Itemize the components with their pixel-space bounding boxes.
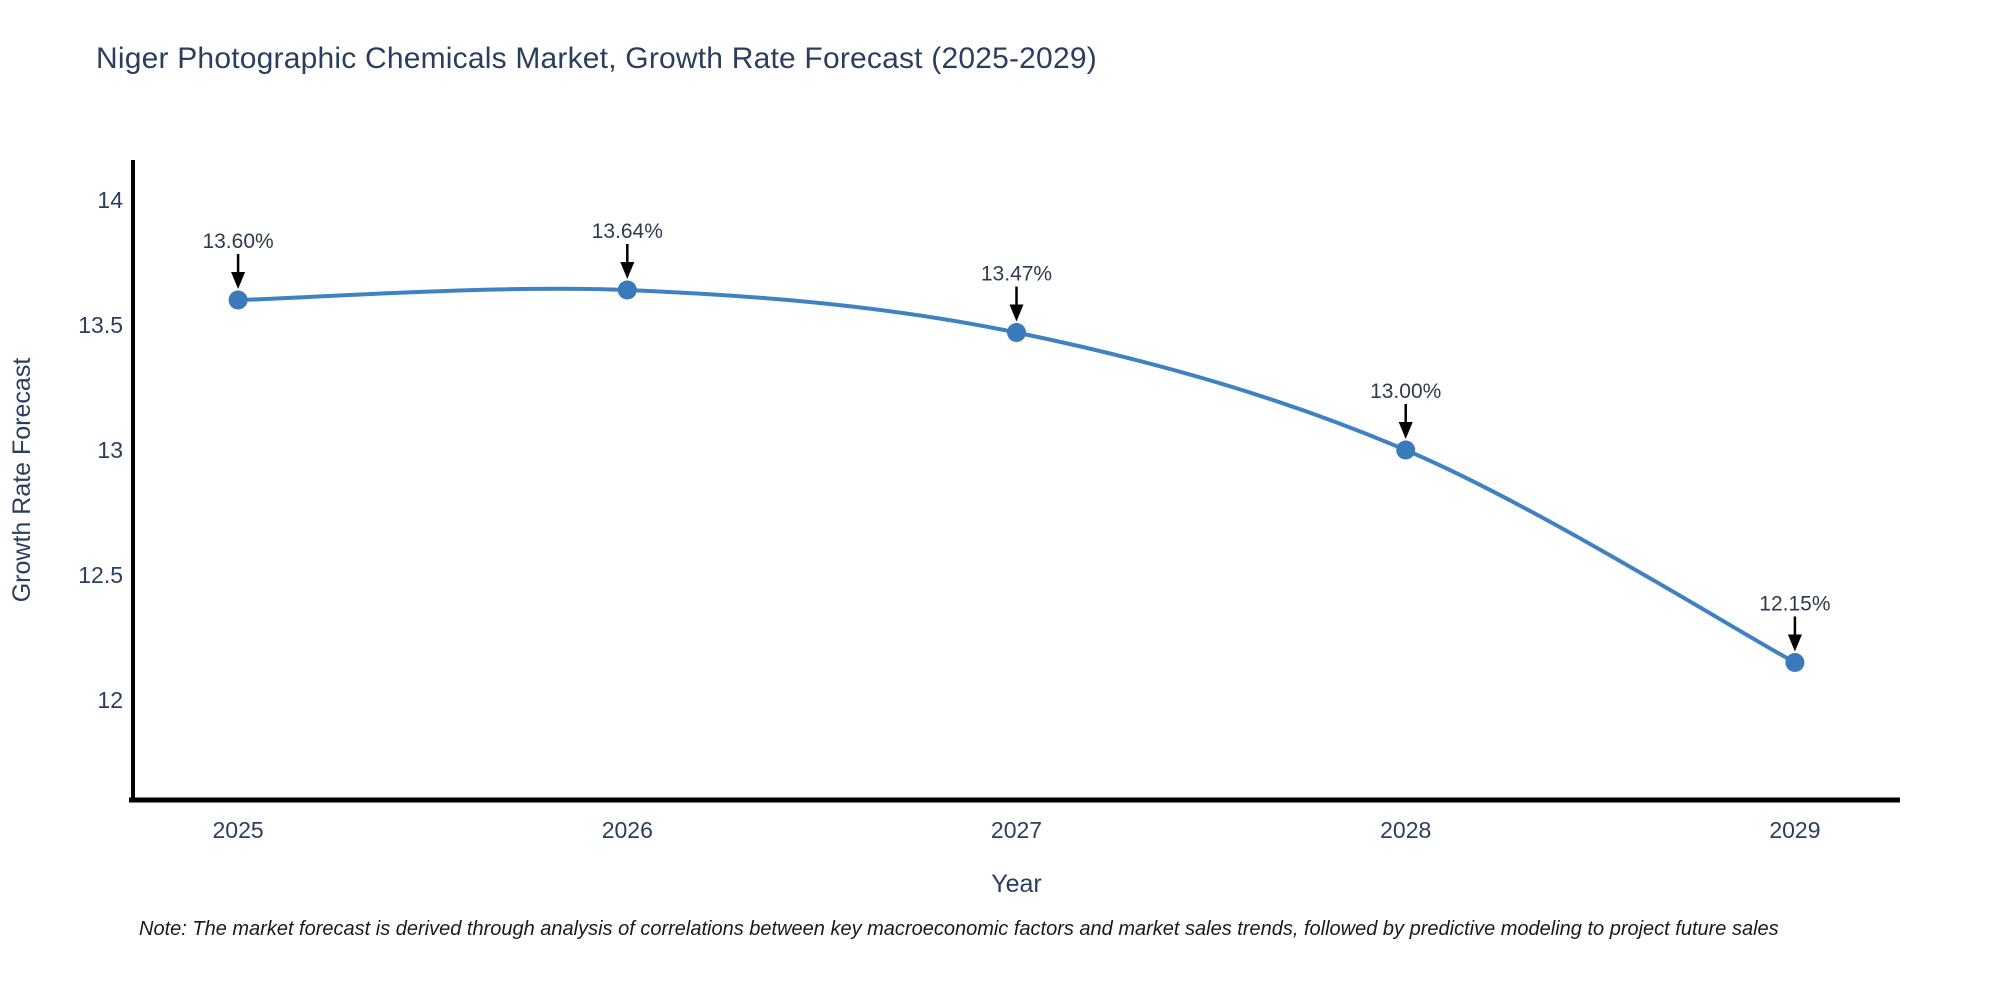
x-tick-label: 2025 — [212, 817, 263, 843]
x-tick-label: 2028 — [1380, 817, 1431, 843]
x-tick-label: 2027 — [991, 817, 1042, 843]
annotation-arrowhead — [231, 272, 246, 289]
y-tick-label: 13 — [97, 437, 123, 463]
footnote: Note: The market forecast is derived thr… — [139, 918, 1779, 940]
data-point-marker — [617, 280, 637, 300]
trend-line — [236, 286, 1797, 665]
data-point-label: 13.47% — [981, 263, 1052, 286]
y-axis-title: Growth Rate Forecast — [8, 358, 36, 603]
y-tick-label: 12 — [97, 687, 123, 713]
annotation-arrowhead — [1787, 634, 1802, 652]
annotation-arrowhead — [1009, 304, 1024, 322]
data-point-marker — [1396, 440, 1416, 460]
data-point-marker — [228, 290, 248, 310]
y-tick-label: 12.5 — [78, 562, 123, 588]
x-tick-label: 2026 — [602, 817, 653, 843]
y-tick-label: 14 — [97, 187, 123, 213]
data-point-label: 13.60% — [202, 230, 273, 253]
data-point-label: 13.00% — [1370, 380, 1441, 403]
annotation-arrowhead — [620, 262, 635, 279]
x-axis-title: Year — [991, 870, 1042, 898]
data-point-marker — [1785, 653, 1805, 672]
x-tick-label: 2029 — [1769, 817, 1820, 843]
chart-title: Niger Photographic Chemicals Market, Gro… — [96, 42, 1097, 75]
annotation-arrowhead — [1398, 422, 1413, 439]
data-point-label: 12.15% — [1759, 593, 1830, 616]
data-point-marker — [1007, 323, 1026, 342]
y-tick-label: 13.5 — [78, 312, 123, 338]
data-point-label: 13.64% — [592, 220, 663, 243]
